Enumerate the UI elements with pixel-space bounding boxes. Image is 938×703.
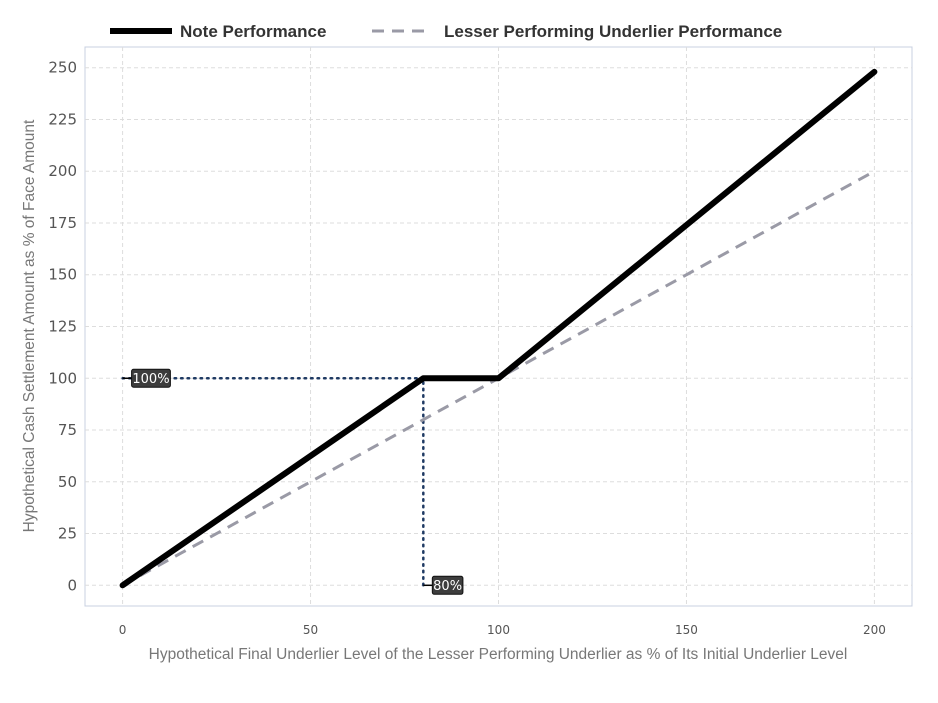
callout-label: 100% xyxy=(132,372,169,387)
x-tick-labels: 0 50 100 150 200 xyxy=(119,623,886,637)
callout-box xyxy=(131,368,171,388)
callout-label: 80% xyxy=(433,579,462,594)
y-tick-label: 50 xyxy=(58,473,77,491)
y-tick-label: 200 xyxy=(48,162,77,180)
x-tick-label: 0 xyxy=(119,623,127,637)
x-axis-title: Hypothetical Final Underlier Level of th… xyxy=(149,646,848,663)
x-tick-label: 200 xyxy=(863,623,886,637)
y-tick-label: 25 xyxy=(58,525,77,543)
y-tick-label: 125 xyxy=(48,318,77,336)
y-tick-labels: 0 25 50 75 100 125 150 175 200 225 250 xyxy=(48,59,77,595)
y-tick-label: 250 xyxy=(48,59,77,77)
legend: Note Performance Lesser Performing Under… xyxy=(110,22,782,41)
y-tick-label: 150 xyxy=(48,266,77,284)
y-axis-title: Hypothetical Cash Settlement Amount as %… xyxy=(21,119,38,532)
y-tick-label: 75 xyxy=(58,421,77,439)
x-tick-label: 50 xyxy=(303,623,318,637)
guide-lines xyxy=(121,377,425,587)
legend-label-note-performance: Note Performance xyxy=(180,22,326,41)
series-lines xyxy=(119,68,878,589)
y-tick-label: 0 xyxy=(67,576,77,594)
series-line-note-performance xyxy=(119,68,878,589)
x-tick-label: 150 xyxy=(675,623,698,637)
y-tick-label: 100 xyxy=(48,369,77,387)
y-tick-label: 175 xyxy=(48,214,77,232)
x-tick-label: 100 xyxy=(487,623,510,637)
callouts: 100% 80% xyxy=(122,368,464,595)
y-tick-label: 225 xyxy=(48,110,77,128)
gridlines xyxy=(85,47,912,606)
callout-box xyxy=(431,575,464,595)
legend-label-underlier-performance: Lesser Performing Underlier Performance xyxy=(444,22,782,41)
